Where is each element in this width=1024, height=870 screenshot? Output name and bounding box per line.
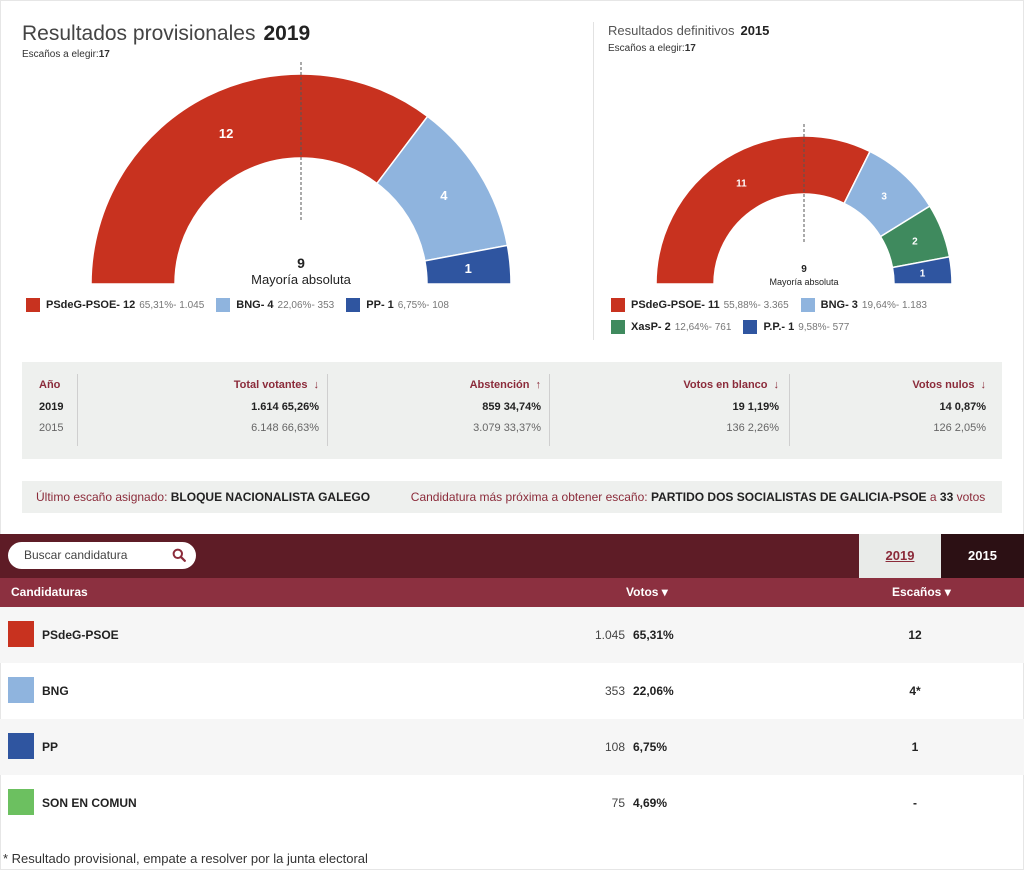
total-voters-column: Total votantes ↓ 1.614 65,26% 6.148 66,63… — [77, 374, 327, 446]
color-swatch — [800, 298, 815, 312]
sort-total-voters[interactable]: Total votantes ↓ — [233, 379, 320, 391]
tab-2019[interactable]: 2019 — [859, 534, 941, 578]
segment-seat-label: 4 — [440, 188, 448, 203]
majority-value: 9 — [801, 264, 807, 275]
sort-abstention[interactable]: Abstención ↑ — [469, 379, 542, 391]
color-swatch — [8, 789, 34, 815]
sort-votes[interactable]: Votos ▾ — [626, 585, 668, 599]
hemicycle-segment — [423, 244, 512, 285]
right-year: 2015 — [740, 23, 770, 38]
hemicycle-segment — [891, 255, 953, 285]
color-swatch — [611, 298, 625, 312]
segment-seat-label: 1 — [465, 261, 472, 276]
table-row[interactable]: SON EN COMUN 75 4,69% - — [0, 775, 1024, 831]
color-swatch — [8, 621, 34, 647]
table-toolbar: Buscar candidatura 2019 2015 — [0, 534, 1024, 578]
tab-2015[interactable]: 2015 — [941, 534, 1024, 578]
legend-item: PSdeG-PSOE -11 55,88%- 3.365 — [611, 298, 789, 312]
legend-item: PP -1 6,75%- 108 — [346, 298, 449, 312]
legend-2015: PSdeG-PSOE -11 55,88%- 3.365 BNG -3 19,64%- … — [611, 298, 1011, 334]
sort-seats[interactable]: Escaños ▾ — [892, 585, 951, 599]
year-column: Año 2019 2015 — [39, 379, 64, 434]
color-swatch — [611, 320, 625, 334]
null-votes-column: Votos nulos ↓ 14 0,87% 126 2,05% — [789, 374, 986, 446]
section-divider — [593, 22, 594, 340]
sort-blank-votes[interactable]: Votos en blanco ↓ — [683, 379, 780, 391]
arrow-down-icon: ↓ — [980, 379, 987, 391]
left-seats-to-elect: Escaños a elegir:17 — [22, 49, 110, 60]
segment-seat-label: 2 — [912, 237, 918, 248]
seat-info-bar: Último escaño asignado: BLOQUE NACIONALI… — [22, 481, 1002, 513]
color-swatch — [346, 298, 361, 312]
right-seats-to-elect: Escaños a elegir:17 — [608, 43, 696, 54]
right-header: Resultados definitivos 2015 Escaños a ele… — [608, 22, 769, 54]
blank-votes-column: Votos en blanco ↓ 19 1,19% 136 2,26% — [549, 374, 789, 446]
legend-item: P.P. -1 9,58%- 577 — [743, 320, 849, 334]
color-swatch — [216, 298, 231, 312]
color-swatch — [8, 733, 34, 759]
arrow-up-icon: ↑ — [535, 379, 542, 391]
table-row[interactable]: PSdeG-PSOE 1.045 65,31% 12 — [0, 607, 1024, 663]
hemicycle-segment — [655, 135, 871, 285]
segment-seat-label: 3 — [881, 192, 887, 203]
left-title: Resultados provisionales — [22, 22, 256, 45]
hemicycle-segment — [90, 73, 429, 285]
hemicycle-2019: 12 4 1 9 Mayoría absoluta — [90, 62, 512, 287]
right-title: Resultados definitivos — [608, 23, 735, 38]
segment-seat-label: 11 — [736, 178, 747, 189]
last-seat-value: BLOQUE NACIONALISTA GALEGO — [170, 490, 371, 504]
footnote: * Resultado provisional, empate a resolv… — [3, 851, 368, 866]
arrow-down-icon: ↓ — [773, 379, 780, 391]
hemicycle-2015: 11 3 2 1 9 Mayoría absoluta — [655, 124, 953, 287]
majority-label: Mayoría absoluta — [251, 272, 351, 287]
table-header: Candidaturas Votos ▾ Escaños ▾ — [0, 578, 1024, 607]
majority-label: Mayoría absoluta — [769, 277, 838, 287]
color-swatch — [8, 677, 34, 703]
legend-item: XasP -2 12,64%- 761 — [611, 320, 731, 334]
sort-null-votes[interactable]: Votos nulos ↓ — [912, 379, 987, 391]
table-row[interactable]: BNG 353 22,06% 4* — [0, 663, 1024, 719]
col-candidaturas: Candidaturas — [11, 585, 88, 599]
participation-stats: Año 2019 2015 Total votantes ↓ 1.614 65,2… — [22, 362, 1002, 459]
segment-seat-label: 12 — [219, 126, 233, 141]
arrow-down-icon: ↓ — [313, 379, 320, 391]
legend-item: BNG -3 19,64%- 1.183 — [800, 298, 927, 312]
segment-seat-label: 1 — [920, 269, 926, 280]
legend-item: BNG -4 22,06%- 353 — [216, 298, 334, 312]
left-header: Resultados provisionales 2019 Escaños a e… — [22, 22, 310, 60]
search-input[interactable]: Buscar candidatura — [8, 542, 196, 569]
majority-value: 9 — [297, 255, 305, 271]
next-seat-value: PARTIDO DOS SOCIALISTAS DE GALICIA-PSOE — [650, 490, 927, 504]
left-year: 2019 — [263, 22, 311, 45]
table-row[interactable]: PP 108 6,75% 1 — [0, 719, 1024, 775]
legend-item: PSdeG-PSOE -12 65,31%- 1.045 — [26, 298, 204, 312]
color-swatch — [743, 320, 758, 334]
search-icon[interactable] — [172, 548, 186, 562]
color-swatch — [26, 298, 40, 312]
abstention-column: Abstención ↑ 859 34,74% 3.079 33,37% — [327, 374, 549, 446]
legend-2019: PSdeG-PSOE -12 65,31%- 1.045 BNG -4 22,06%- … — [26, 298, 566, 312]
